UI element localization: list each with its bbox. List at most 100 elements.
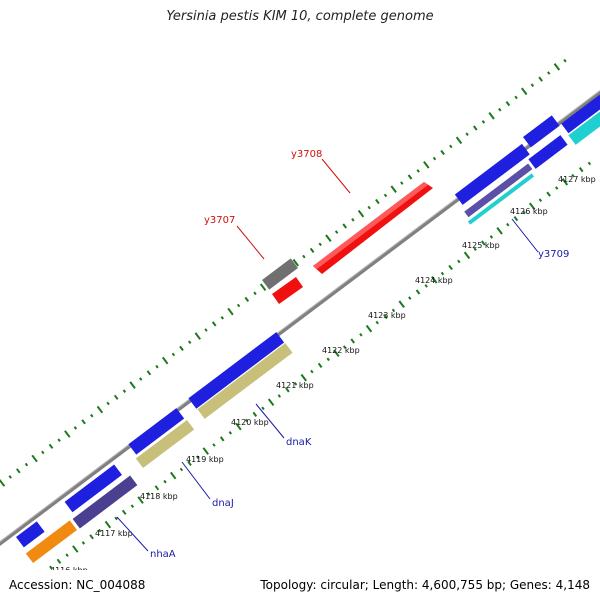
- gene-blue-7[interactable]: [528, 135, 568, 169]
- gc-tick: [473, 247, 477, 251]
- gc-tick: [114, 516, 118, 521]
- gc-tick: [73, 426, 78, 430]
- gc-tick: [375, 198, 380, 205]
- gc-tick: [302, 254, 306, 259]
- gc-tick: [98, 528, 102, 533]
- gc-tick: [424, 284, 428, 288]
- gc-tick: [398, 300, 405, 308]
- gene-label-dnaJ: dnaJ: [212, 498, 234, 509]
- gc-tick: [351, 218, 355, 222]
- gc-tick: [423, 161, 430, 169]
- gc-tick: [267, 398, 275, 406]
- gc-tick: [383, 193, 388, 198]
- gc-tick: [554, 186, 559, 190]
- gc-tick: [147, 492, 151, 496]
- gc-tick: [179, 345, 184, 351]
- gc-tick: [163, 479, 167, 484]
- gc-tick: [154, 485, 160, 491]
- gc-tick: [96, 405, 104, 414]
- gene-gray[interactable]: [262, 258, 298, 290]
- gc-tick: [561, 178, 569, 186]
- gc-tick: [187, 460, 192, 466]
- gc-tick: [505, 100, 511, 107]
- gc-tick: [538, 76, 543, 82]
- gc-tick: [57, 438, 61, 442]
- gc-tick: [465, 132, 469, 136]
- scale-label: 4125 kbp: [462, 241, 500, 250]
- gene-blue-1[interactable]: [16, 521, 45, 548]
- gc-track-outer: [0, 58, 567, 487]
- gc-tick: [146, 370, 152, 376]
- gc-tick: [431, 276, 438, 284]
- gene-orange[interactable]: [25, 520, 77, 564]
- gc-tick: [400, 181, 404, 185]
- scale-label: 4123 kbp: [368, 311, 406, 320]
- gc-tick: [113, 394, 119, 400]
- gc-tick: [202, 447, 209, 455]
- gc-tick: [326, 357, 330, 362]
- gc-tick: [72, 545, 79, 553]
- gc-tick: [448, 264, 453, 271]
- gc-tick: [546, 191, 551, 197]
- gc-tick: [440, 271, 445, 276]
- gene-label-nhaA: nhaA: [150, 549, 176, 560]
- map-title: Yersinia pestis KIM 10, complete genome: [166, 9, 434, 24]
- gc-tick: [179, 467, 184, 472]
- gene-y3707[interactable]: [272, 277, 303, 304]
- gc-tick: [359, 333, 363, 337]
- gc-tick: [40, 569, 42, 570]
- gc-tick: [31, 454, 38, 463]
- gc-tick: [130, 504, 135, 508]
- gc-tick: [196, 455, 200, 459]
- gc-tick: [236, 303, 241, 308]
- gene-nhaA[interactable]: [72, 475, 138, 529]
- scale-label: 4120 kbp: [231, 418, 269, 427]
- gene-cyan-1[interactable]: [467, 173, 535, 225]
- gc-tick: [489, 235, 494, 239]
- gc-tick: [325, 234, 332, 242]
- gc-tick: [407, 174, 413, 180]
- gc-tick: [139, 377, 143, 381]
- gene-label-y3708: y3708: [291, 149, 322, 160]
- gene-blue-8[interactable]: [561, 94, 600, 134]
- gene-labels: y3708 y3707 y3709 dnaK dnaJ nhaA: [150, 149, 569, 560]
- gc-tick: [220, 316, 224, 320]
- gene-blue-6[interactable]: [523, 115, 560, 148]
- gc-tick: [449, 144, 453, 149]
- gene-blue-2[interactable]: [64, 464, 122, 513]
- gene-blue-4[interactable]: [188, 332, 285, 409]
- gene-blue-3[interactable]: [128, 408, 185, 455]
- gene-y3708[interactable]: [313, 182, 433, 274]
- gc-tick: [211, 321, 217, 327]
- gc-tick: [530, 83, 535, 87]
- gene-label-y3709: y3709: [538, 249, 569, 260]
- gc-tick: [90, 413, 94, 418]
- gene-dnaK[interactable]: [197, 343, 293, 419]
- gene-y3709[interactable]: [464, 163, 533, 218]
- gc-tick: [89, 534, 94, 540]
- gc-tick: [300, 373, 308, 382]
- gc-tick: [64, 430, 71, 438]
- gc-tick: [204, 328, 208, 332]
- gc-tick: [129, 381, 136, 389]
- gc-tick: [285, 387, 290, 393]
- scale-label: 4116 kbp: [50, 566, 88, 575]
- gene-blue-5[interactable]: [454, 143, 530, 205]
- gc-tick: [194, 332, 201, 340]
- gene-cyan-2[interactable]: [568, 111, 600, 145]
- gc-tick: [528, 202, 536, 211]
- gc-tick: [472, 125, 478, 131]
- gc-tick: [333, 349, 340, 357]
- gene-dnaJ[interactable]: [135, 419, 195, 469]
- gc-tick: [350, 338, 356, 344]
- gc-tick: [309, 247, 315, 253]
- gc-tick: [375, 320, 379, 325]
- gc-tick: [440, 149, 445, 156]
- scale-label: 4119 kbp: [186, 455, 224, 464]
- gc-tick: [578, 167, 584, 173]
- gc-tick: [162, 356, 169, 365]
- gc-tick: [391, 308, 396, 313]
- gc-tick: [252, 411, 258, 417]
- gc-tick: [253, 291, 257, 296]
